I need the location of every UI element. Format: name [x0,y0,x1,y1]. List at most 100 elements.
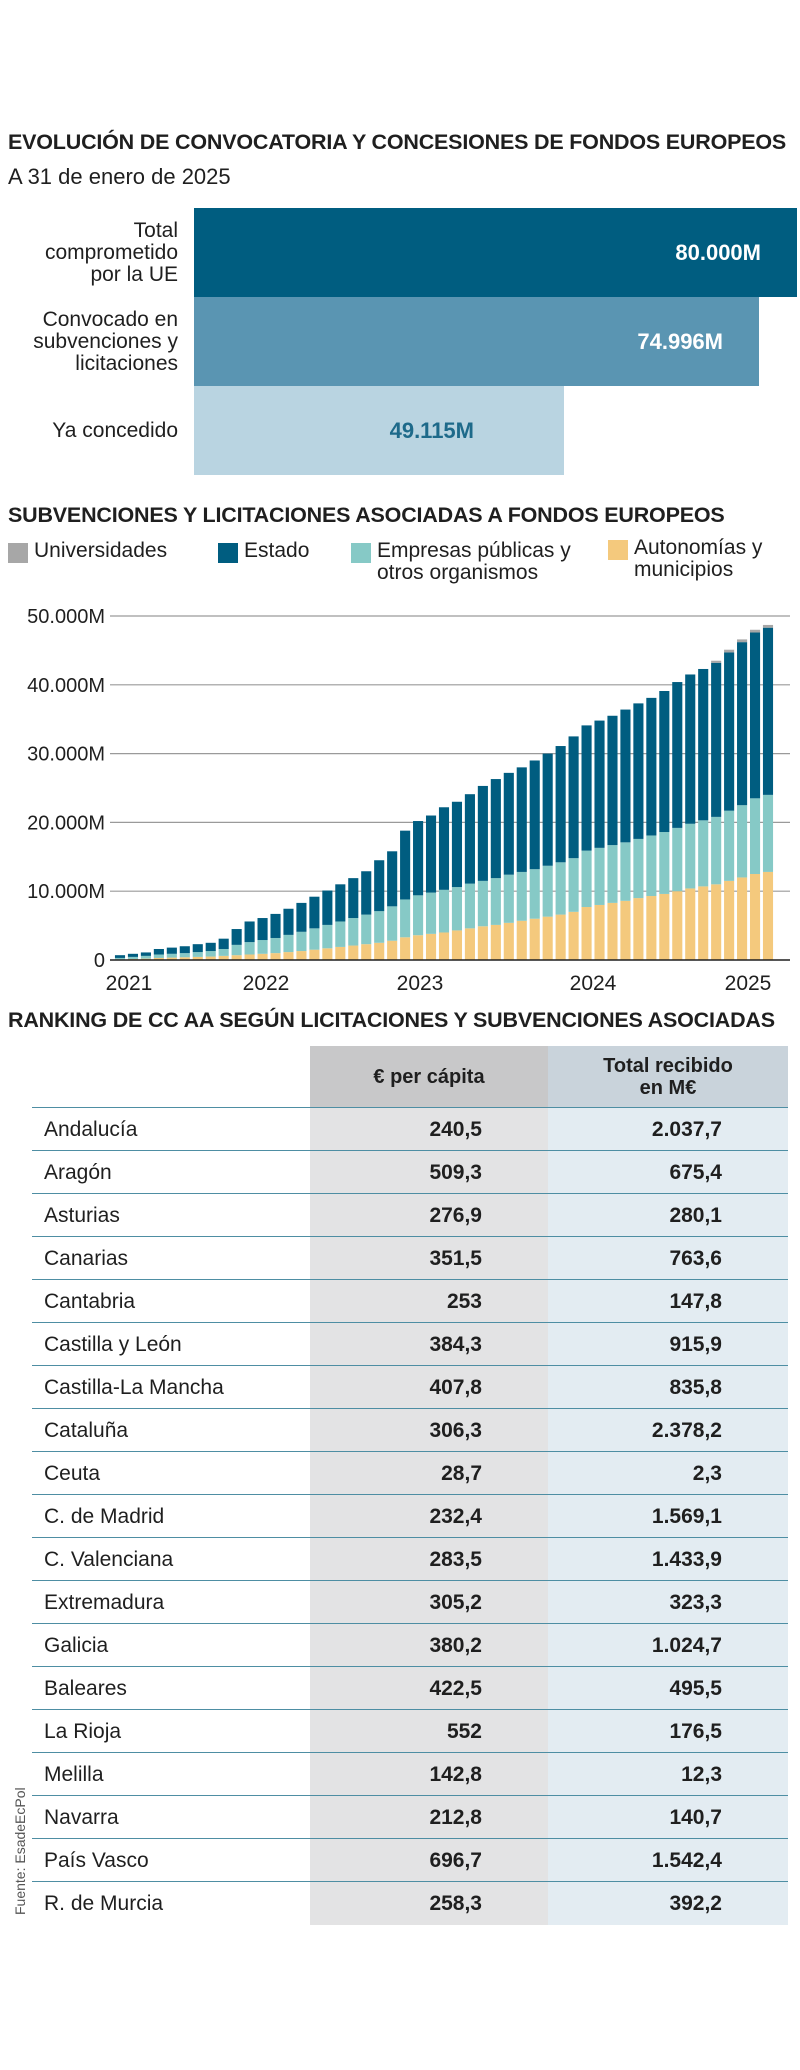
region-name: Aragón [44,1161,112,1184]
bar-segment [464,928,475,960]
total-value: 176,5 [548,1710,788,1753]
bar-segment [477,880,488,927]
table-row: Navarra 212,8 140,7 [32,1796,788,1839]
bar-segment [516,871,527,921]
bar-segment [529,869,540,919]
bar-segment [322,924,333,949]
bar-segment [166,953,177,958]
bar-segment [607,845,618,903]
bar-segment [659,832,670,894]
x-tick-label: 2024 [570,972,617,995]
bar-segment [633,838,644,899]
legend-label: Estado [244,539,310,562]
bar-segment [555,746,566,863]
legend-label: Autonomías y municipios [634,536,763,581]
source-note: Fuente: EsadeEcPol [12,1787,28,1915]
per-capita-value: 212,8 [310,1796,548,1839]
region-name: Canarias [44,1247,129,1270]
bar-segment [296,931,307,952]
table-row: Ceuta 28,7 2,3 [32,1452,788,1495]
bar-segment [490,924,501,960]
bar-segment [737,805,748,878]
total-value: 1.542,4 [548,1839,788,1882]
per-capita-value: 240,5 [310,1108,548,1151]
bar-segment [737,639,748,643]
bar-segment [762,624,774,628]
bar-segment [451,801,463,888]
total-value: 140,7 [548,1796,788,1839]
bar-segment [594,847,605,905]
per-capita-value: 28,7 [310,1452,548,1495]
table-row: Castilla y León 384,3 915,9 [32,1323,788,1366]
bar-segment [581,907,592,960]
region-name: C. Valenciana [44,1548,174,1571]
bar-segment [711,816,722,885]
total-value: 280,1 [548,1194,788,1237]
region-name: Castilla-La Mancha [44,1376,224,1399]
bar-segment [218,938,229,949]
row-divider [32,1322,788,1323]
bar-segment [762,627,774,795]
total-value: 763,6 [548,1237,788,1280]
table-row: Cantabria 253 147,8 [32,1280,788,1323]
bar-segment [231,929,242,945]
bar-segment [257,918,268,941]
per-capita-value: 407,8 [310,1366,548,1409]
x-tick-label: 2022 [243,972,290,995]
table-row: Extremadura 305,2 323,3 [32,1581,788,1624]
region-name: Ceuta [44,1462,101,1485]
per-capita-value: 253 [310,1280,548,1323]
per-capita-value: 552 [310,1710,548,1753]
total-value: 675,4 [548,1151,788,1194]
bar-segment [322,948,333,960]
bar-segment [698,820,709,887]
hbar-label: Total comprometido por la UE [44,218,178,286]
bar-segment [477,785,488,881]
bar-segment [153,954,164,958]
bar-segment [127,956,139,959]
region-name: C. de Madrid [44,1505,165,1528]
region-name: Cantabria [44,1290,136,1313]
bar-segment [620,900,631,960]
per-capita-value: 142,8 [310,1753,548,1796]
y-tick-label: 40.000M [27,675,105,697]
bar-segment [503,922,514,960]
bar-segment [646,835,657,897]
bar-segment [387,851,398,907]
y-tick-label: 0 [94,950,105,972]
bar-segment [516,920,527,960]
row-divider [32,1881,788,1882]
bar-segment [296,951,307,960]
hbar-value-label: 80.000M [675,240,761,265]
bar-segment [296,902,307,932]
table-row: C. Valenciana 283,5 1.433,9 [32,1538,788,1581]
legend-swatch [218,543,238,563]
bar-segment [568,736,579,859]
row-divider [32,1537,788,1538]
region-name: Galicia [44,1634,109,1657]
bar-segment [607,715,618,846]
bar-segment [542,753,553,866]
total-value: 147,8 [548,1280,788,1323]
bar-segment [568,858,579,912]
bar-segment [762,871,774,960]
row-divider [32,1150,788,1151]
legend-item-universidades: Universidades [8,540,167,563]
row-divider [32,1193,788,1194]
bar-segment [192,944,203,953]
table-row: Andalucía 240,5 2.037,7 [32,1108,788,1151]
section1-subtitle: A 31 de enero de 2025 [8,164,231,189]
region-name: País Vasco [44,1849,149,1872]
bar-segment [438,932,450,960]
region-name: Cataluña [44,1419,129,1442]
bar-segment [283,952,294,960]
bar-segment [166,957,177,960]
bar-segment [400,899,411,938]
bar-segment [257,940,268,954]
bar-segment [335,884,346,922]
bar-segment [749,629,761,633]
bar-segment [749,632,761,799]
bar-segment [529,760,540,870]
bar-segment [516,767,527,872]
bar-segment [698,886,709,960]
